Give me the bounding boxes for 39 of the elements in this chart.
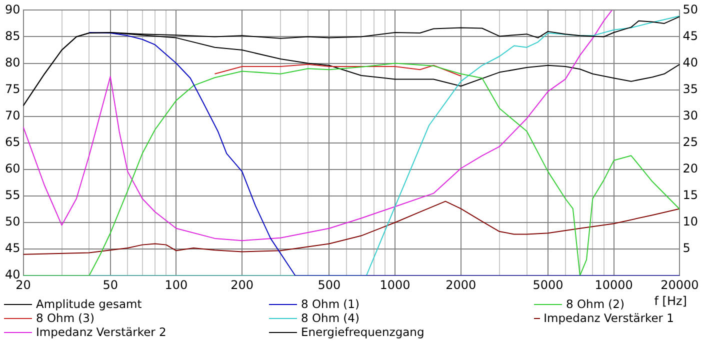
- y-tick-label: 70: [4, 108, 20, 122]
- y2-tick-label: 45: [682, 28, 698, 43]
- y-tick-label: 55: [4, 188, 20, 202]
- legend-label: 8 Ohm (4): [300, 311, 360, 325]
- x-tick-label: 20: [16, 278, 31, 292]
- y-tick-label: 85: [4, 28, 20, 43]
- y2-tick-label: 10: [682, 214, 698, 229]
- legend-label: Amplitude gesamt: [35, 297, 143, 311]
- legend-label: 8 Ohm (1): [300, 297, 360, 311]
- legend-label: Energiefrequenzgang: [300, 325, 426, 339]
- y-tick-label: 65: [4, 135, 20, 150]
- x-tick-label: 20000: [660, 278, 699, 292]
- y-tick-label: 80: [4, 55, 20, 70]
- x-tick-label: 5000: [532, 278, 564, 292]
- y2-tick-label: 35: [682, 82, 698, 96]
- y2-tick-label: 20: [682, 162, 698, 176]
- x-tick-label: 10000: [594, 278, 633, 292]
- legend-label: 8 Ohm (2): [566, 297, 624, 311]
- x-tick-label: 50: [102, 278, 118, 292]
- y2-tick-label: 5: [682, 241, 690, 256]
- y-tick-label: 50: [4, 214, 20, 229]
- x-tick-label: 200: [230, 278, 254, 292]
- y-tick-label: 75: [4, 82, 20, 96]
- x-axis-title: f [Hz]: [654, 294, 687, 308]
- x-tick-label: 1000: [380, 278, 410, 292]
- x-tick-label: 500: [318, 278, 341, 292]
- x-tick-label: 2000: [446, 278, 476, 292]
- y2-tick-label: 25: [682, 135, 698, 150]
- legend-label: Impedanz Verstärker 2: [35, 325, 168, 339]
- y2-tick-label: 40: [682, 55, 698, 70]
- legend-label: Impedanz Verstärker 1: [542, 311, 674, 325]
- legend-label: 8 Ohm (3): [35, 311, 96, 325]
- y-tick-label: 60: [4, 162, 20, 176]
- x-tick-label: 100: [164, 278, 188, 292]
- y2-tick-label: 30: [682, 108, 698, 122]
- y2-tick-label: 50: [682, 2, 698, 16]
- y-tick-label: 90: [4, 2, 20, 16]
- y2-tick-label: 15: [682, 188, 698, 202]
- y-tick-label: 45: [4, 241, 20, 256]
